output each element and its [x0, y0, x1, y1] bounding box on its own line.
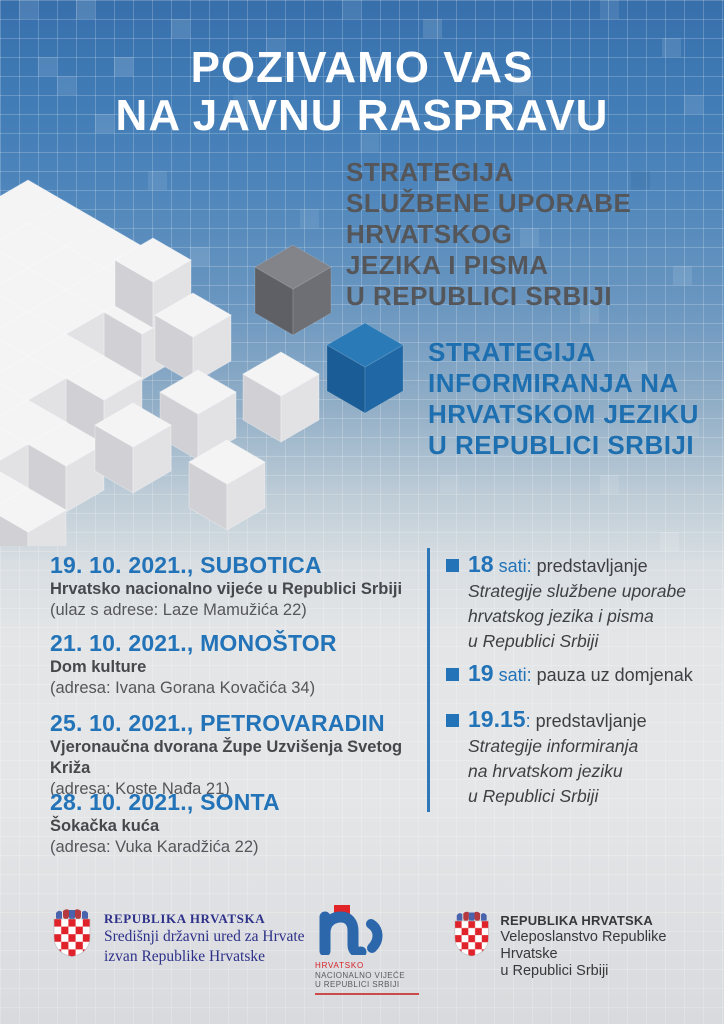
event-address: (adresa: Vuka Karadžića 22): [50, 838, 259, 856]
title-line-1: POZIVAMO VAS: [190, 43, 534, 92]
schedule-label: pauza uz domjenak: [536, 665, 693, 685]
strategy1-line: JEZIKA I PISMA: [346, 250, 549, 280]
event-venue: Vjeronaučna dvorana Župe Uzvišenja Sveto…: [50, 738, 403, 777]
schedule-column: 18 sati: predstavljanje Strategije službe…: [427, 548, 712, 812]
schedule-label: predstavljanje: [535, 711, 647, 731]
strategy1-line: HRVATSKOG: [346, 219, 513, 249]
event-petrovaradin: 25. 10. 2021., PETROVARADIN Vjeronaučna …: [50, 709, 422, 800]
logo-text: U REPUBLICI SRBIJI: [315, 980, 400, 989]
event-address: (ulaz s adrese: Laze Mamužića 22): [50, 601, 307, 619]
event-sonta: 28. 10. 2021., SONTA Šokačka kuća (adres…: [50, 788, 422, 858]
strategy2-line: INFORMIRANJA NA: [428, 368, 679, 398]
hnv-monogram-icon: [319, 905, 383, 958]
event-subotica: 19. 10. 2021., SUBOTICA Hrvatsko naciona…: [50, 551, 422, 621]
strategy1-line: SLUŽBENE UPORABE: [346, 188, 632, 218]
title-line-2: NA JAVNU RASPRAVU: [115, 91, 609, 140]
event-date: 21. 10. 2021., MONOŠTOR: [50, 630, 337, 656]
logo-text: REPUBLIKA HRVATSKA Središnji državni ure…: [104, 911, 305, 965]
strategy2-line: HRVATSKOM JEZIKU: [428, 399, 699, 429]
schedule-head: 18 sati: predstavljanje: [446, 551, 712, 577]
schedule-suffix: sati:: [493, 665, 532, 685]
event-venue: Šokačka kuća: [50, 817, 160, 835]
schedule-item-18: 18 sati: predstavljanje Strategije službe…: [446, 548, 712, 654]
logo-embassy: REPUBLIKA HRVATSKA Veleposlanstvo Republ…: [453, 910, 724, 980]
schedule-head: 19.15: predstavljanje: [446, 706, 712, 732]
croatian-coat-of-arms-icon: [53, 908, 91, 958]
strategy2-line: STRATEGIJA: [428, 337, 596, 367]
schedule-time: 19.15: [468, 706, 526, 732]
strategy-official-use-heading: STRATEGIJA SLUŽBENE UPORABE HRVATSKOG JE…: [346, 157, 631, 312]
schedule-detail: Strategije službene uporabe hrvatskog je…: [468, 581, 686, 651]
schedule-suffix: :: [525, 711, 531, 731]
event-address: (adresa: Ivana Gorana Kovačića 34): [50, 679, 316, 697]
logo-text: HRVATSKO: [315, 961, 365, 970]
schedule-label: predstavljanje: [536, 556, 648, 576]
schedule-suffix: sati:: [493, 556, 532, 576]
bullet-square-icon: [446, 714, 459, 727]
schedule-item-1915: 19.15: predstavljanje Strategije informir…: [446, 706, 712, 809]
poster-title: POZIVAMO VAS NA JAVNU RASPRAVU: [0, 44, 724, 140]
logo-central-state-office: REPUBLIKA HRVATSKA Središnji državni ure…: [52, 908, 305, 966]
event-venue: Hrvatsko nacionalno vijeće u Republici S…: [50, 580, 403, 598]
strategy1-line: U REPUBLICI SRBIJI: [346, 281, 613, 311]
event-monostor: 21. 10. 2021., MONOŠTOR Dom kulture (adr…: [50, 629, 422, 699]
bullet-square-icon: [446, 559, 459, 572]
logo-text: REPUBLIKA HRVATSKA Veleposlanstvo Republ…: [500, 913, 667, 979]
croatian-coat-of-arms-icon: [454, 911, 489, 957]
event-date: 19. 10. 2021., SUBOTICA: [50, 552, 322, 578]
schedule-time: 19: [468, 660, 494, 686]
schedule-time: 18: [468, 551, 494, 577]
logo-croatian-national-council: HRVATSKO NACIONALNO VIJEĆE U REPUBLICI S…: [315, 903, 427, 995]
event-date: 28. 10. 2021., SONTA: [50, 789, 280, 815]
strategy-information-heading: STRATEGIJA INFORMIRANJA NA HRVATSKOM JEZ…: [428, 337, 699, 461]
logo-underline: [315, 992, 419, 995]
event-date: 25. 10. 2021., PETROVARADIN: [50, 710, 385, 736]
logo-text: NACIONALNO VIJEĆE: [315, 970, 405, 980]
event-venue: Dom kulture: [50, 658, 147, 676]
bullet-square-icon: [446, 668, 459, 681]
event-address: (adresa: Koste Nađa 21): [50, 780, 230, 798]
schedule-detail: Strategije informiranja na hrvatskom jez…: [468, 736, 639, 806]
strategy2-line: U REPUBLICI SRBIJI: [428, 430, 695, 460]
strategy1-line: STRATEGIJA: [346, 157, 514, 187]
schedule-item-19: 19 sati: pauza uz domjenak: [446, 660, 712, 686]
